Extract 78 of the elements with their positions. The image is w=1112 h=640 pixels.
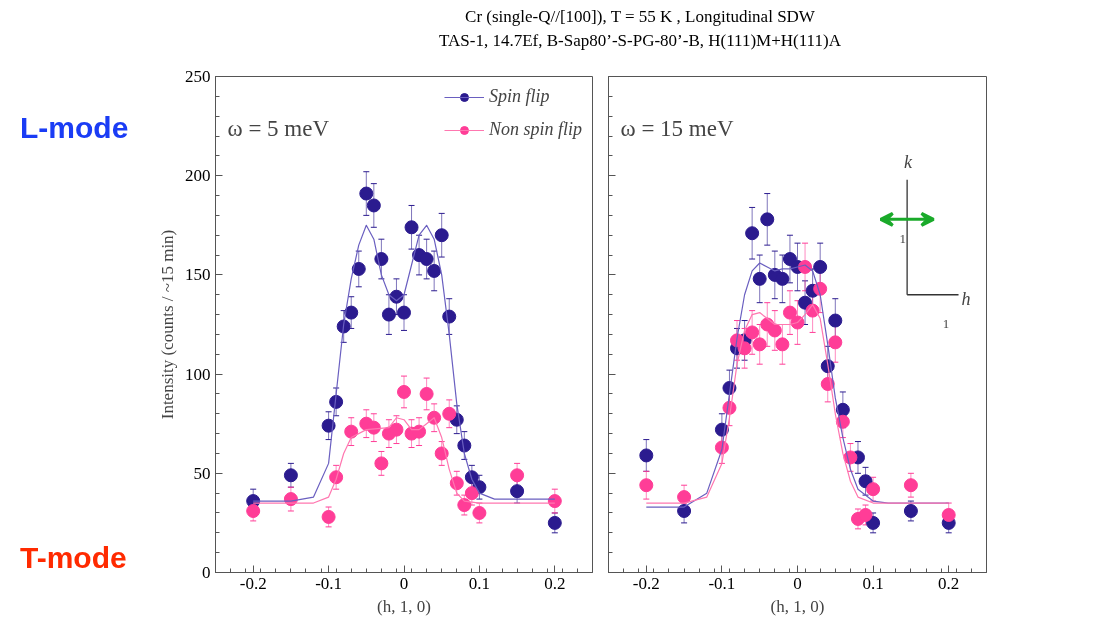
- text: Cr (single-Q//[100]), T = 55 K , Longitudinal SDW: [465, 7, 815, 26]
- point: [760, 212, 775, 227]
- point: [321, 418, 336, 433]
- text: T-mode: [20, 540, 127, 576]
- y-tick-label: 50: [193, 463, 211, 483]
- point: [941, 507, 956, 522]
- point: [472, 505, 487, 520]
- point: [434, 228, 449, 243]
- point: [639, 478, 654, 493]
- point: [344, 424, 359, 439]
- y-axis-title: Intensity (counts / ~15 min): [158, 229, 177, 420]
- point: [397, 384, 411, 399]
- point: [351, 261, 366, 276]
- annotation: 1: [942, 316, 950, 332]
- point: [737, 341, 752, 356]
- point: [828, 335, 843, 350]
- point: [903, 504, 918, 518]
- point: [866, 482, 881, 497]
- point: [374, 456, 389, 471]
- point: [677, 504, 692, 518]
- point: [246, 504, 261, 518]
- point: [359, 186, 374, 201]
- x-tick-label: 0.2: [544, 573, 566, 593]
- annotation: k: [904, 151, 914, 172]
- point: [828, 313, 843, 328]
- point: [366, 198, 381, 213]
- y-tick-label: 250: [185, 67, 211, 86]
- y-tick-label: 150: [185, 265, 211, 285]
- point: [283, 468, 298, 483]
- point: [767, 323, 782, 338]
- x-tick-label: -0.1: [315, 573, 343, 593]
- point: [745, 226, 760, 241]
- point: [457, 498, 472, 513]
- point: [434, 446, 449, 461]
- annotation: ω = 15 meV: [620, 115, 734, 141]
- annotation: 1: [899, 231, 907, 247]
- x-tick-label: 0: [793, 573, 802, 593]
- x-axis-title: (h, 1, 0): [377, 596, 431, 616]
- point: [419, 386, 434, 401]
- point: [404, 220, 419, 235]
- x-tick-label: -0.2: [239, 573, 267, 593]
- point: [397, 305, 411, 320]
- point: [775, 271, 790, 286]
- legend-label: Spin flip: [488, 86, 550, 107]
- x-tick-label: -0.1: [708, 573, 736, 593]
- annotation: h: [961, 288, 971, 309]
- point: [344, 305, 359, 320]
- point: [752, 337, 767, 352]
- point: [381, 307, 396, 322]
- x-tick-label: 0.2: [938, 573, 960, 593]
- point: [745, 325, 760, 340]
- x-tick-label: 0: [399, 573, 409, 593]
- text: TAS-1, 14.7Ef, B-Sap80’-S-PG-80’-B, H(111)M+H(111)A: [439, 31, 841, 50]
- x-tick-label: 0.1: [862, 573, 884, 593]
- point: [442, 406, 457, 421]
- point: [813, 259, 828, 274]
- x-tick-label: -0.2: [632, 573, 660, 593]
- point: [321, 509, 336, 524]
- point: [419, 252, 434, 267]
- point: [389, 422, 404, 437]
- x-axis-title: (h, 1, 0): [770, 596, 825, 616]
- point: [464, 486, 479, 501]
- text: L-mode: [20, 110, 129, 146]
- point: [782, 305, 797, 320]
- legend-label: Non spin flip: [488, 119, 582, 140]
- x-tick-label: 0.1: [468, 573, 491, 593]
- annotation: ω = 5 meV: [227, 115, 330, 141]
- point: [510, 468, 525, 483]
- point: [427, 263, 442, 278]
- y-tick-label: 100: [185, 364, 211, 384]
- point: [547, 515, 562, 530]
- point: [752, 271, 767, 286]
- point: [639, 448, 654, 463]
- point: [775, 337, 790, 352]
- point: [510, 484, 525, 499]
- point: [858, 507, 873, 522]
- point: [903, 478, 918, 493]
- y-tick-label: 200: [185, 166, 211, 186]
